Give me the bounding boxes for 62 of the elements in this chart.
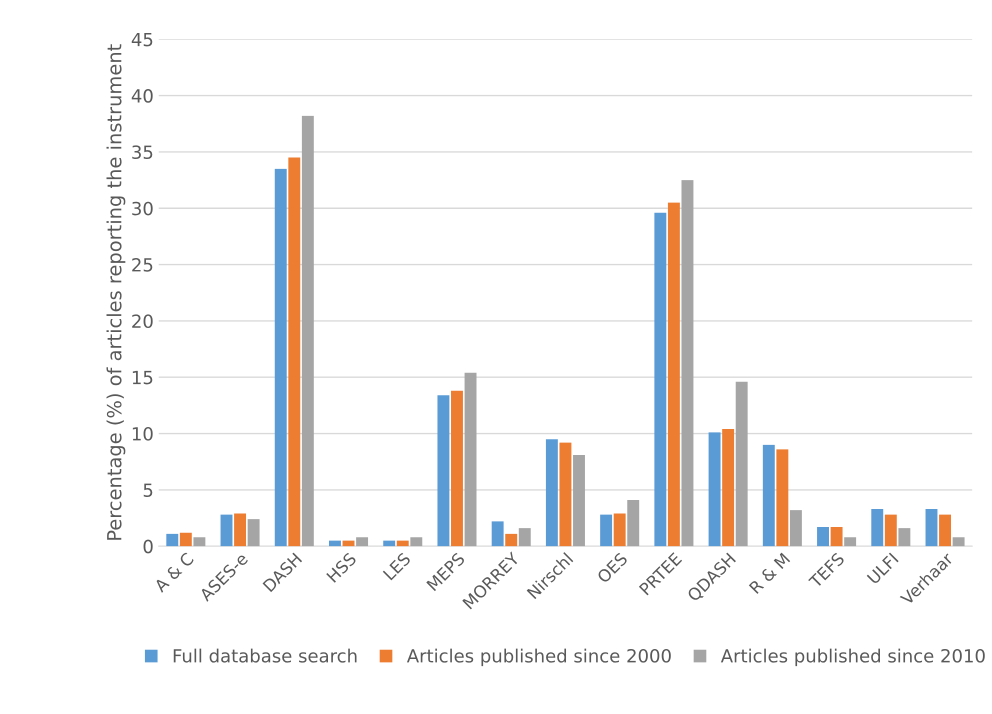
bar <box>627 500 640 546</box>
bar <box>722 429 734 546</box>
y-tick-label: 10 <box>132 427 153 441</box>
legend-label: Articles published since 2010 <box>720 648 985 666</box>
bar <box>234 514 246 546</box>
bar <box>518 528 531 546</box>
bar <box>600 514 612 546</box>
bar <box>546 439 558 546</box>
y-tick-label: 5 <box>144 484 152 497</box>
y-tick-label: 30 <box>132 202 153 216</box>
bar <box>884 514 897 546</box>
bar <box>180 532 192 546</box>
bar <box>437 395 450 546</box>
bar <box>573 454 585 546</box>
x-tick-label: LES <box>382 552 412 581</box>
bar <box>451 390 463 546</box>
x-tick-label: R & M <box>748 552 790 594</box>
bar <box>193 537 206 546</box>
bar <box>396 540 409 546</box>
legend-label: Full database search <box>174 648 356 663</box>
bar <box>464 372 477 546</box>
bar <box>844 537 856 546</box>
bar <box>410 537 422 546</box>
y-tick-label: 20 <box>132 314 153 328</box>
bar <box>830 527 843 546</box>
x-tick-label: A & C <box>153 552 194 594</box>
bar <box>383 540 396 546</box>
bar <box>356 537 368 546</box>
bar <box>952 537 965 546</box>
y-tick-label: 40 <box>132 89 153 103</box>
bar <box>329 540 341 546</box>
bar <box>288 158 300 546</box>
y-tick-label: 35 <box>132 145 152 160</box>
y-tick-label: 0 <box>144 540 153 554</box>
bar <box>776 449 788 546</box>
y-axis-title: Percentage (%) of articles reporting the instrument <box>106 44 126 540</box>
y-tick-label: 15 <box>132 370 152 384</box>
bar <box>559 442 572 546</box>
bar <box>654 212 666 546</box>
bar <box>248 519 260 546</box>
bar <box>220 514 232 546</box>
bar <box>871 509 884 546</box>
y-tick-label: 25 <box>132 258 152 272</box>
bar <box>708 432 721 546</box>
bar <box>926 509 938 546</box>
bar <box>898 528 910 546</box>
bar <box>614 514 626 546</box>
bar <box>302 116 314 546</box>
bar <box>274 168 287 546</box>
legend-label: Articles published since 2000 <box>406 648 671 666</box>
bar <box>939 514 952 546</box>
bar <box>668 202 680 546</box>
bar <box>492 521 504 546</box>
bar <box>736 382 748 546</box>
bar <box>166 534 178 546</box>
bar <box>342 540 354 546</box>
bar <box>817 527 829 546</box>
bar <box>762 444 775 546</box>
bar <box>505 534 518 546</box>
bar <box>790 510 802 546</box>
y-tick-label: 45 <box>132 32 152 46</box>
bar <box>681 180 694 546</box>
